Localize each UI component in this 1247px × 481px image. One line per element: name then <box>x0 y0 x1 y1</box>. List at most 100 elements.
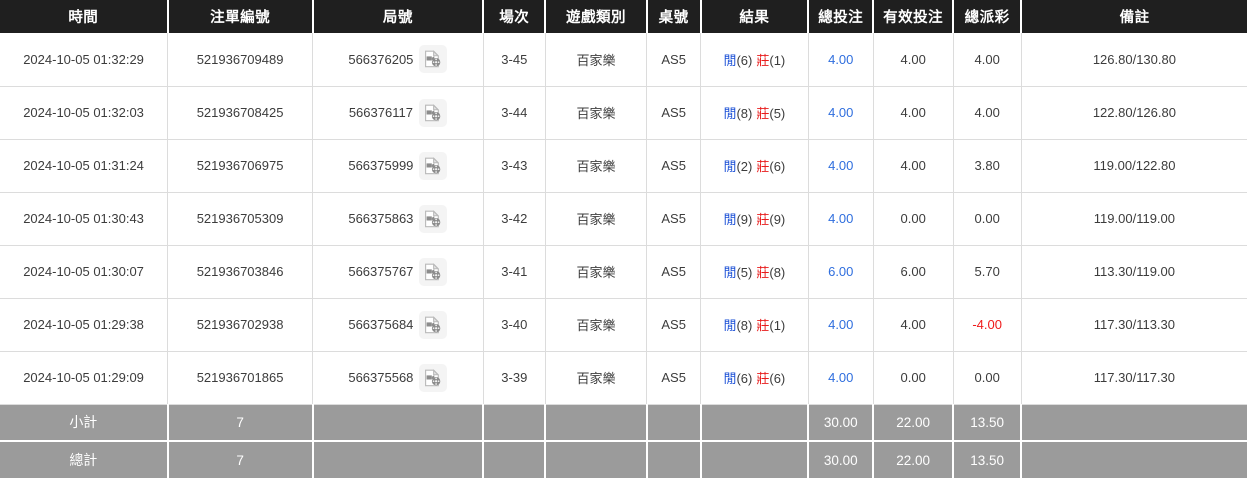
cell-round-no: 566375684 <box>312 298 484 352</box>
round-no-label: 566375568 <box>348 370 414 385</box>
result-player-value: (8) <box>736 106 753 121</box>
payout-value: 4.00 <box>974 51 1000 67</box>
total-bet-link[interactable]: 4.00 <box>828 317 854 332</box>
column-header-session[interactable]: 場次 <box>482 0 546 33</box>
payout-value: 0.00 <box>974 211 1000 226</box>
cell-game-type: 百家樂 <box>544 33 647 87</box>
result-banker-label: 莊 <box>756 371 770 386</box>
result-player-label: 閒 <box>723 106 737 121</box>
column-header-result[interactable]: 結果 <box>699 0 809 33</box>
table-header: 時間 注單編號 局號 場次 遊戲類別 桌號 結果 總投注 有效投注 總派彩 備註 <box>0 0 1247 33</box>
result-player-label: 閒 <box>723 212 737 227</box>
table-row: 2024-10-05 01:29:09 521936701865 5663755… <box>0 351 1247 405</box>
result-banker-value: (9) <box>769 212 786 227</box>
column-header-total-bet[interactable]: 總投注 <box>807 0 874 33</box>
cell-table-no: AS5 <box>646 245 701 299</box>
video-document-icon[interactable] <box>419 45 448 74</box>
result-player-value: (9) <box>736 212 753 227</box>
result-banker-value: (6) <box>769 159 786 174</box>
column-header-payout[interactable]: 總派彩 <box>952 0 1022 33</box>
cell-payout: 5.70 <box>952 245 1022 299</box>
video-document-icon[interactable] <box>419 257 448 286</box>
cell-session: 3-44 <box>482 86 546 140</box>
summary-count: 7 <box>166 404 313 442</box>
cell-bet-no: 521936708425 <box>167 86 313 140</box>
cell-payout: 0.00 <box>952 192 1022 246</box>
result-banker-label: 莊 <box>756 159 770 174</box>
result-player-label: 閒 <box>723 265 737 280</box>
result-banker-label: 莊 <box>756 265 770 280</box>
result-player-value: (2) <box>736 159 753 174</box>
cell-bet-no: 521936705309 <box>167 192 313 246</box>
video-document-icon[interactable] <box>419 363 448 392</box>
cell-remark: 119.00/122.80 <box>1020 139 1247 193</box>
cell-remark: 122.80/126.80 <box>1020 86 1247 140</box>
cell-result: 閒(9) 莊(9) <box>700 192 809 246</box>
cell-session: 3-39 <box>482 351 546 405</box>
round-no-label: 566376205 <box>348 51 414 67</box>
table-row: 2024-10-05 01:32:03 521936708425 5663761… <box>0 86 1247 140</box>
summary-label: 小計 <box>0 404 168 442</box>
cell-result: 閒(6) 莊(1) <box>700 33 809 87</box>
column-header-valid-bet[interactable]: 有效投注 <box>872 0 954 33</box>
cell-payout: 0.00 <box>952 351 1022 405</box>
cell-table-no: AS5 <box>646 86 701 140</box>
cell-remark: 113.30/119.00 <box>1020 245 1247 299</box>
summary-label: 總計 <box>69 452 98 468</box>
table-header-row: 時間 注單編號 局號 場次 遊戲類別 桌號 結果 總投注 有效投注 總派彩 備註 <box>0 0 1247 33</box>
video-document-icon[interactable] <box>419 310 448 339</box>
cell-valid-bet: 0.00 <box>872 192 954 246</box>
table-row: 2024-10-05 01:32:29 521936709489 5663762… <box>0 33 1247 87</box>
total-bet-link[interactable]: 4.00 <box>828 51 854 67</box>
cell-table-no: AS5 <box>646 298 701 352</box>
summary-result <box>699 404 809 442</box>
summary-total-bet: 30.00 <box>807 441 874 478</box>
column-header-round-no[interactable]: 局號 <box>311 0 484 33</box>
column-header-game-type[interactable]: 遊戲類別 <box>544 0 647 33</box>
cell-time: 2024-10-05 01:30:07 <box>0 245 168 299</box>
column-header-time[interactable]: 時間 <box>68 10 99 26</box>
cell-round-no: 566376117 <box>312 86 484 140</box>
summary-result <box>699 441 809 478</box>
result-player-value: (6) <box>736 52 753 68</box>
table-body: 2024-10-05 01:32:29 521936709489 5663762… <box>0 33 1247 478</box>
cell-table-no: AS5 <box>646 139 701 193</box>
total-bet-link[interactable]: 4.00 <box>828 370 854 385</box>
summary-payout: 13.50 <box>952 441 1022 478</box>
cell-time: 2024-10-05 01:30:43 <box>0 192 168 246</box>
cell-total-bet: 4.00 <box>807 33 874 87</box>
cell-round-no: 566375568 <box>312 351 484 405</box>
total-bet-link[interactable]: 4.00 <box>828 158 854 173</box>
result-player-value: (5) <box>736 265 753 280</box>
total-bet-link[interactable]: 4.00 <box>828 105 854 120</box>
column-header-bet-no[interactable]: 注單編號 <box>166 0 313 33</box>
cell-table-no: AS5 <box>646 192 701 246</box>
cell-bet-no: 521936706975 <box>167 139 313 193</box>
cell-remark: 117.30/113.30 <box>1020 298 1247 352</box>
video-document-icon[interactable] <box>419 151 448 180</box>
summary-count: 7 <box>166 441 313 478</box>
video-document-icon[interactable] <box>418 98 447 127</box>
result-banker-label: 莊 <box>756 212 770 227</box>
cell-remark: 126.80/130.80 <box>1020 33 1247 87</box>
cell-total-bet: 6.00 <box>807 245 874 299</box>
summary-session <box>482 441 546 478</box>
summary-table-no <box>645 404 701 442</box>
video-document-icon[interactable] <box>419 204 448 233</box>
column-header-remark[interactable]: 備註 <box>1020 0 1247 33</box>
total-bet-link[interactable]: 4.00 <box>828 211 854 226</box>
summary-remark <box>1020 441 1247 478</box>
cell-remark: 119.00/119.00 <box>1020 192 1247 246</box>
cell-table-no: AS5 <box>646 351 701 405</box>
result-banker-value: (5) <box>769 106 786 121</box>
summary-game-type <box>544 441 647 478</box>
column-header-table-no[interactable]: 桌號 <box>645 0 701 33</box>
total-bet-link[interactable]: 6.00 <box>828 264 854 279</box>
cell-session: 3-41 <box>482 245 546 299</box>
cell-payout: 4.00 <box>952 86 1022 140</box>
summary-row: 總計 7 30.00 22.00 13.50 <box>0 441 1247 478</box>
result-player-value: (6) <box>736 371 753 386</box>
cell-bet-no: 521936703846 <box>167 245 313 299</box>
summary-valid-bet: 22.00 <box>872 404 954 442</box>
